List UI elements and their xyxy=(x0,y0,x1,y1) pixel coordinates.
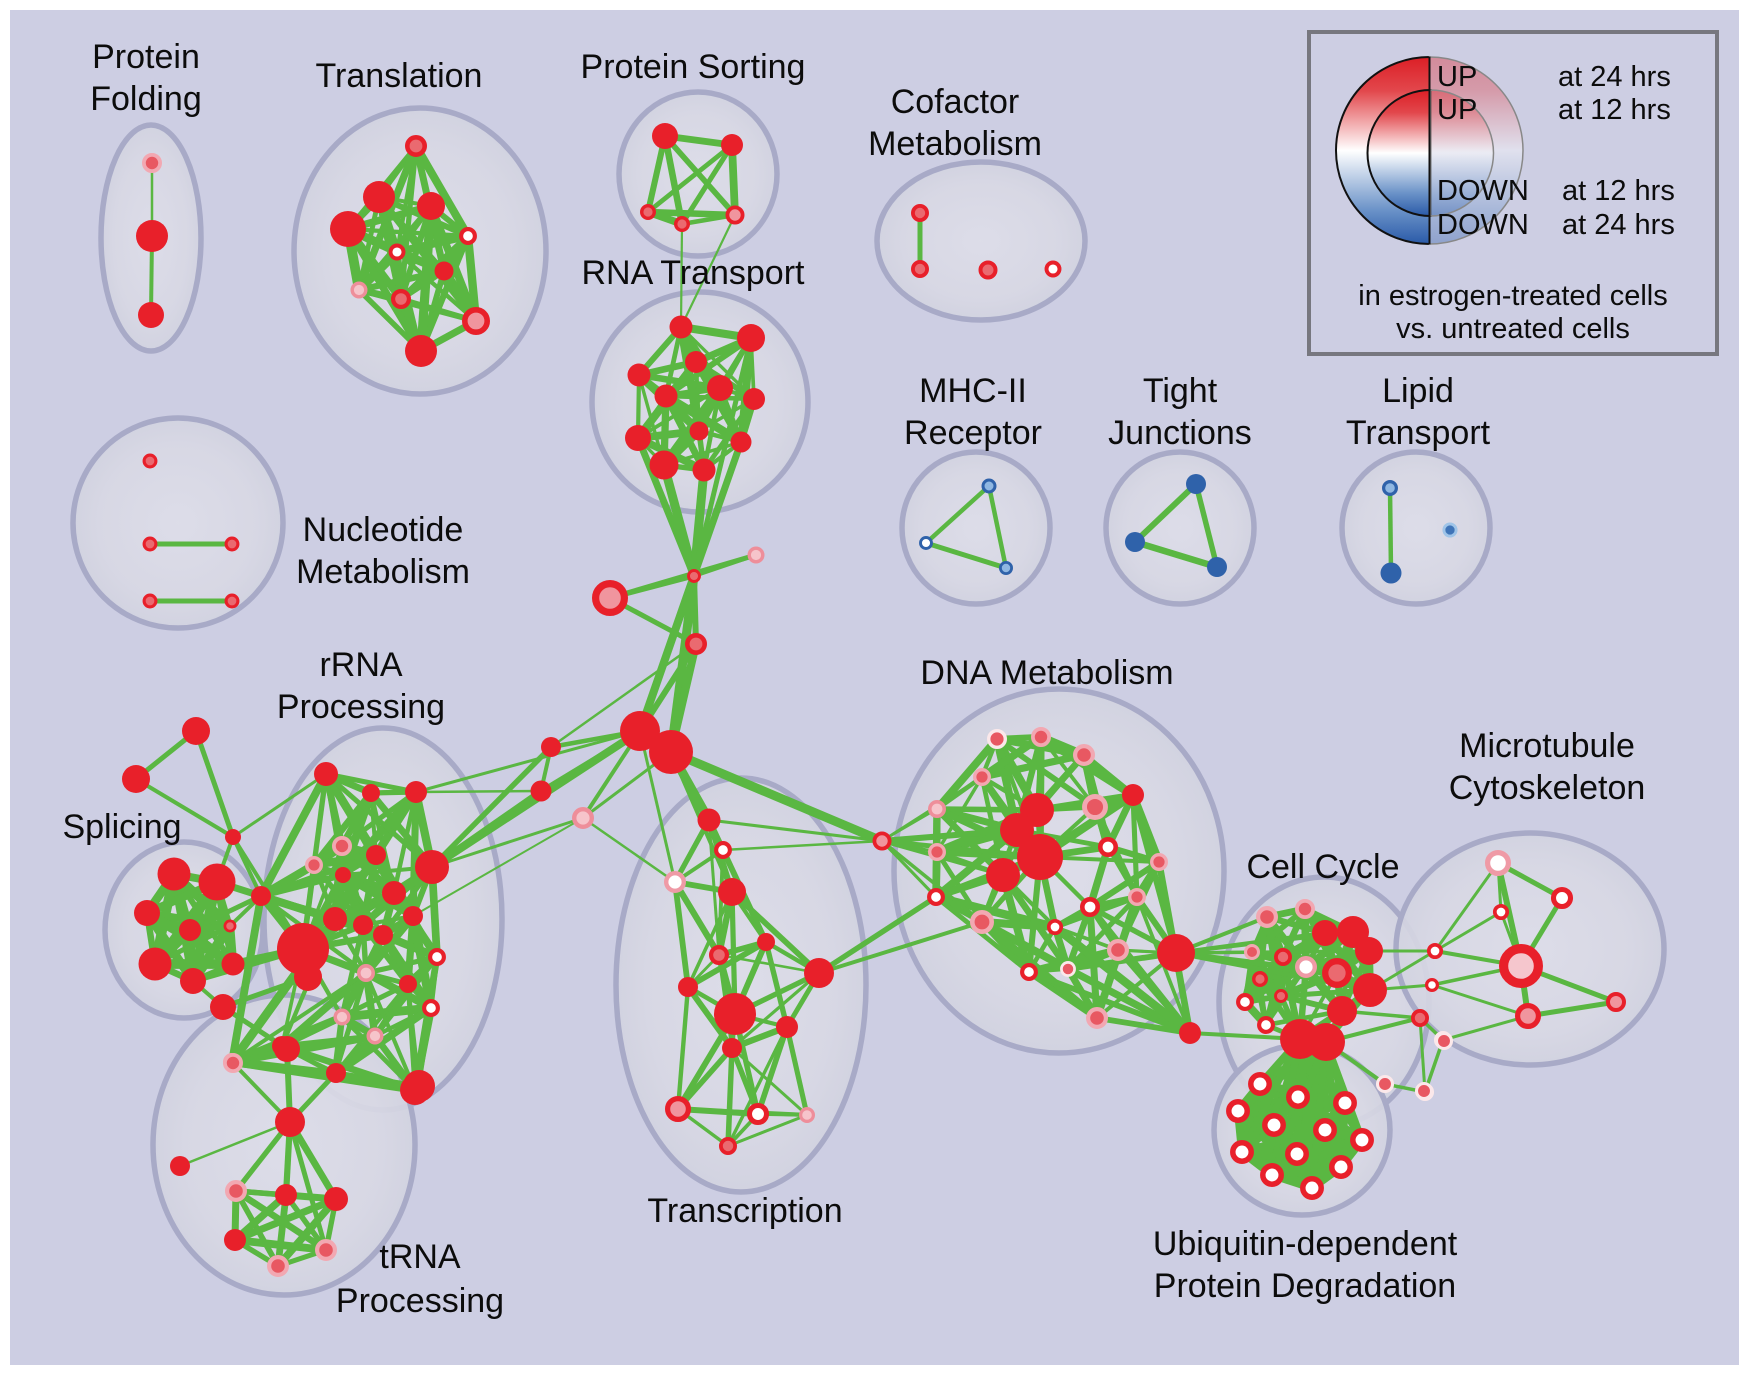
svg-text:Cytoskeleton: Cytoskeleton xyxy=(1449,769,1646,807)
svg-text:tRNA: tRNA xyxy=(379,1238,461,1276)
svg-text:Folding: Folding xyxy=(90,80,202,118)
svg-text:DNA Metabolism: DNA Metabolism xyxy=(920,654,1173,692)
svg-text:Splicing: Splicing xyxy=(62,808,181,846)
svg-text:in estrogen-treated cells: in estrogen-treated cells xyxy=(1358,280,1668,312)
svg-text:Processing: Processing xyxy=(277,688,445,726)
svg-text:Metabolism: Metabolism xyxy=(296,553,470,591)
svg-text:Transcription: Transcription xyxy=(647,1192,842,1230)
svg-text:Cell Cycle: Cell Cycle xyxy=(1246,848,1399,886)
svg-text:RNA Transport: RNA Transport xyxy=(582,254,806,292)
svg-text:at 12 hrs: at 12 hrs xyxy=(1558,94,1671,126)
svg-text:rRNA: rRNA xyxy=(319,646,402,684)
svg-text:Protein Sorting: Protein Sorting xyxy=(581,48,806,86)
svg-text:UP: UP xyxy=(1437,94,1477,126)
svg-text:Receptor: Receptor xyxy=(904,414,1042,452)
svg-text:MHC-II: MHC-II xyxy=(919,372,1027,410)
svg-text:Cofactor: Cofactor xyxy=(891,83,1020,121)
svg-text:Ubiquitin-dependent: Ubiquitin-dependent xyxy=(1153,1225,1458,1263)
svg-text:vs. untreated cells: vs. untreated cells xyxy=(1396,313,1630,345)
svg-text:at 12 hrs: at 12 hrs xyxy=(1562,175,1675,207)
svg-text:Translation: Translation xyxy=(316,57,483,95)
svg-text:Protein: Protein xyxy=(92,38,200,76)
svg-text:at 24 hrs: at 24 hrs xyxy=(1558,61,1671,93)
svg-text:DOWN: DOWN xyxy=(1437,209,1529,241)
svg-text:UP: UP xyxy=(1437,61,1477,93)
svg-text:Nucleotide: Nucleotide xyxy=(303,511,464,549)
svg-text:Processing: Processing xyxy=(336,1282,504,1320)
svg-text:Junctions: Junctions xyxy=(1108,414,1252,452)
svg-text:Metabolism: Metabolism xyxy=(868,125,1042,163)
svg-text:Transport: Transport xyxy=(1346,414,1491,452)
svg-text:DOWN: DOWN xyxy=(1437,175,1529,207)
svg-text:Lipid: Lipid xyxy=(1382,372,1454,410)
svg-text:Tight: Tight xyxy=(1143,372,1218,410)
svg-text:Protein Degradation: Protein Degradation xyxy=(1154,1267,1456,1305)
svg-text:at 24 hrs: at 24 hrs xyxy=(1562,209,1675,241)
svg-text:Microtubule: Microtubule xyxy=(1459,727,1635,765)
